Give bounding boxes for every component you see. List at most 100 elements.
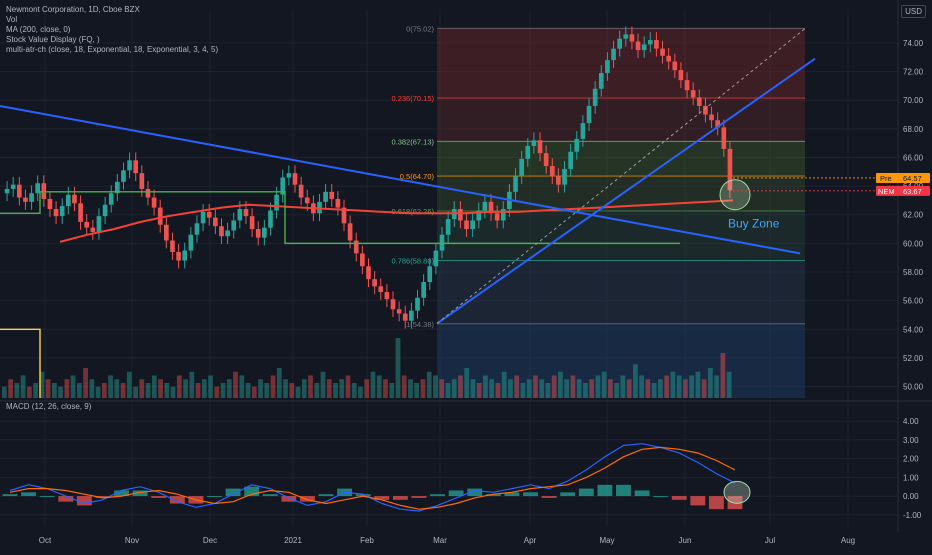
macd-tick-label: 0.00	[903, 492, 919, 501]
candle-body	[396, 309, 402, 314]
volume-bar	[126, 371, 132, 398]
volume-bar	[583, 383, 588, 398]
volume-bar	[489, 379, 495, 398]
candle-body	[10, 184, 16, 189]
candle-body	[84, 221, 90, 228]
x-tick-label: 2021	[284, 536, 302, 545]
volume-bar	[364, 379, 370, 398]
y-tick-label: 68.00	[903, 125, 924, 134]
candle-body	[170, 240, 175, 252]
chart-legend: Newmont Corporation, 1D, Cboe BZX Vol MA…	[6, 5, 218, 55]
x-tick-label: Feb	[360, 536, 374, 545]
candle-body	[329, 191, 335, 199]
candle-body	[164, 224, 169, 241]
volume-bar	[214, 386, 220, 398]
candle-body	[176, 251, 181, 261]
macd-histogram-bar	[76, 496, 92, 506]
candle-body	[715, 120, 721, 128]
volume-bar	[601, 371, 607, 398]
candle-body	[458, 209, 463, 221]
candle-body	[580, 123, 586, 139]
volume-bar	[339, 379, 345, 398]
candle-body	[4, 188, 10, 194]
volume-bar	[101, 383, 107, 398]
candle-body	[647, 40, 653, 45]
volume-bar	[414, 383, 420, 398]
macd-histogram-bar	[169, 496, 185, 504]
candle-body	[47, 198, 53, 210]
candle-body	[727, 148, 733, 191]
signal-line	[9, 446, 736, 510]
macd-histogram-bar	[671, 496, 687, 500]
volume-bar	[270, 375, 276, 398]
volume-bar	[95, 386, 101, 398]
legend-ma[interactable]: MA (200, close, 0)	[6, 25, 71, 34]
macd-histogram-bar	[690, 496, 706, 506]
volume-bar	[376, 375, 382, 398]
candle-body	[537, 140, 543, 154]
x-tick-label: Dec	[203, 536, 217, 545]
macd-histogram-bar	[634, 490, 650, 497]
currency-badge[interactable]: USD	[901, 5, 926, 18]
legend-stock-value[interactable]: Stock Value Display (FQ, )	[6, 35, 100, 44]
volume-bar	[320, 371, 326, 398]
fib-label: 1(54.38)	[406, 320, 434, 329]
candle-body	[415, 297, 420, 311]
volume-bar	[545, 383, 551, 398]
volume-bar	[345, 375, 351, 398]
macd-legend[interactable]: MACD (12, 26, close, 9)	[6, 402, 92, 411]
legend-vol[interactable]: Vol	[6, 15, 18, 24]
candle-body	[121, 170, 126, 182]
volume-bar	[176, 375, 182, 398]
volume-bar	[20, 375, 26, 398]
volume-bar	[633, 364, 638, 398]
legend-title[interactable]: Newmont Corporation, 1D, Cboe BZX	[6, 5, 140, 14]
candle-body	[53, 209, 59, 217]
candle-body	[672, 61, 678, 71]
fib-label: 0(75.02)	[406, 24, 434, 33]
candle-body	[390, 299, 396, 310]
candle-body	[470, 220, 475, 230]
macd-histogram-bar	[708, 496, 724, 510]
macd-histogram-bar	[616, 484, 631, 497]
volume-bar	[2, 386, 7, 398]
candle-body	[255, 229, 261, 238]
macd-histogram-bar	[485, 494, 501, 497]
volume-bar	[676, 375, 682, 398]
candle-body	[543, 153, 549, 167]
volume-bar	[170, 386, 176, 398]
volume-bar	[595, 375, 601, 398]
volume-bar	[533, 375, 538, 398]
macd-line	[9, 443, 736, 512]
volume-bar	[570, 375, 576, 398]
macd-histogram-bar	[95, 496, 111, 498]
volume-bar	[276, 368, 282, 398]
candle-body	[703, 105, 708, 115]
candle-body	[586, 105, 592, 124]
pre-label: Pre	[880, 174, 892, 183]
y-tick-label: 54.00	[903, 325, 924, 334]
volume-bar	[614, 383, 620, 398]
candle-body	[194, 223, 200, 235]
fib-trend-line	[436, 28, 806, 324]
candle-body	[574, 138, 580, 152]
candle-body	[274, 194, 279, 211]
volume-bar	[620, 375, 626, 398]
volume-bar	[189, 371, 195, 398]
legend-atr-channel[interactable]: multi-atr-ch (close, 18, Exponential, 18…	[6, 45, 219, 54]
volume-bar	[258, 379, 263, 398]
volume-bar	[120, 383, 126, 398]
volume-bar	[351, 383, 357, 398]
candle-body	[96, 216, 102, 232]
volume-bar	[145, 383, 151, 398]
candle-body	[102, 204, 108, 217]
candle-body	[133, 160, 139, 174]
volume-bar	[470, 379, 476, 398]
macd-histogram-bar	[504, 492, 520, 497]
candle-body	[182, 250, 188, 261]
volume-bar	[45, 379, 51, 398]
volume-bar	[401, 375, 407, 398]
y-tick-label: 60.00	[903, 239, 924, 248]
